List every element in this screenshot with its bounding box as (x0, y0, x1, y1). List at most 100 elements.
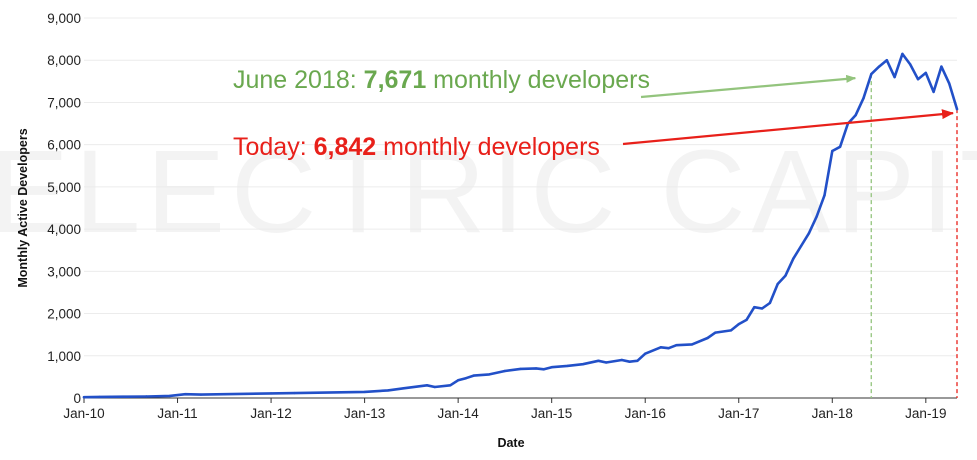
data-point (316, 391, 319, 394)
y-tick-label: 7,000 (47, 95, 81, 110)
x-tick-label: Jan-10 (63, 406, 104, 421)
data-point (690, 343, 694, 346)
data-point (581, 363, 585, 366)
data-point (854, 113, 857, 117)
data-point (784, 274, 787, 277)
data-point (519, 367, 522, 371)
x-tick-label: Jan-15 (531, 406, 572, 421)
data-point (636, 359, 639, 362)
data-point (456, 379, 460, 382)
y-tick-label: 8,000 (47, 53, 81, 68)
data-point (799, 244, 803, 248)
data-point (82, 396, 86, 399)
data-point (776, 282, 779, 286)
data-point (885, 59, 888, 62)
data-point (98, 395, 101, 399)
series-layer (82, 52, 959, 399)
data-point (566, 364, 569, 368)
x-tick-label: Jan-19 (905, 406, 946, 421)
data-point (948, 82, 951, 85)
data-point (449, 384, 452, 387)
annotation-today-suffix: monthly developers (376, 133, 600, 161)
data-point (433, 385, 436, 389)
data-point (901, 52, 904, 56)
data-point (737, 322, 740, 326)
data-point (597, 359, 600, 362)
data-point (815, 215, 818, 218)
data-point (269, 392, 273, 395)
data-point (402, 387, 405, 390)
x-tick-label: Jan-13 (344, 406, 385, 421)
data-point (605, 361, 608, 364)
annotation-today: Today: 6,842 monthly developers (233, 133, 600, 161)
data-point (760, 307, 764, 310)
data-point (472, 374, 475, 377)
data-point (620, 358, 623, 362)
reference-lines (870, 74, 958, 398)
data-point (464, 377, 468, 380)
x-axis-title: Date (497, 436, 524, 450)
data-point (768, 301, 772, 305)
data-point (893, 75, 896, 79)
data-point (916, 78, 920, 81)
data-point (425, 384, 429, 387)
data-point (667, 347, 670, 350)
annotation-june-2018: June 2018: 7,671 monthly developers (233, 66, 650, 94)
data-point (246, 392, 249, 395)
data-point (792, 257, 795, 260)
annotation-june-2018-prefix: June 2018: (233, 66, 364, 94)
y-axis-title: Monthly Active Developers (16, 128, 30, 287)
data-point (363, 390, 366, 394)
data-point (644, 352, 647, 355)
data-point (223, 393, 226, 396)
data-point (729, 329, 733, 332)
watermark: ELECTRIC CAPITAL (0, 126, 977, 258)
x-tick-label: Jan-14 (438, 406, 480, 421)
y-tick-label: 1,000 (47, 349, 81, 364)
annotation-today-value: 6,842 (314, 133, 377, 161)
data-point (955, 107, 959, 111)
data-point (386, 389, 390, 392)
x-tick-label: Jan-18 (812, 406, 853, 421)
data-point (924, 71, 927, 75)
data-point (542, 368, 546, 371)
annotation-june-2018-suffix: monthly developers (426, 66, 650, 94)
y-tick-label: 5,000 (47, 180, 81, 195)
y-tick-label: 0 (73, 391, 81, 406)
data-point (675, 344, 678, 347)
data-point (831, 149, 834, 153)
data-point (932, 90, 935, 94)
data-point (488, 373, 491, 376)
data-point (940, 65, 943, 68)
data-point (659, 346, 662, 349)
data-point (877, 65, 881, 68)
data-point (862, 97, 865, 100)
data-point (706, 336, 709, 340)
annotation-today-prefix: Today: (233, 133, 314, 161)
series-line-monthly-active-developers (82, 52, 959, 399)
y-tick-label: 4,000 (47, 222, 81, 237)
y-tick-label: 9,000 (47, 11, 81, 26)
data-point (293, 391, 296, 395)
y-tick-label: 2,000 (47, 307, 81, 322)
x-tick-label: Jan-17 (718, 406, 759, 421)
axes: 0 1,000 2,000 3,000 4,000 5,000 6,000 7,000 8,00… (47, 11, 957, 421)
data-point (168, 394, 171, 398)
june-2018-arrow (640, 74, 857, 99)
data-point (745, 318, 748, 322)
data-point (838, 145, 842, 148)
data-point (340, 391, 343, 394)
data-point (121, 395, 125, 398)
annotation-june-2018-value: 7,671 (364, 66, 427, 94)
data-point (823, 194, 826, 197)
y-tick-label: 6,000 (47, 138, 81, 153)
gridlines (84, 17, 957, 357)
data-point (145, 395, 148, 398)
data-point (534, 367, 538, 370)
data-point (184, 393, 187, 396)
data-point (503, 369, 507, 373)
y-tick-label: 3,000 (47, 264, 81, 279)
data-point (870, 72, 873, 76)
